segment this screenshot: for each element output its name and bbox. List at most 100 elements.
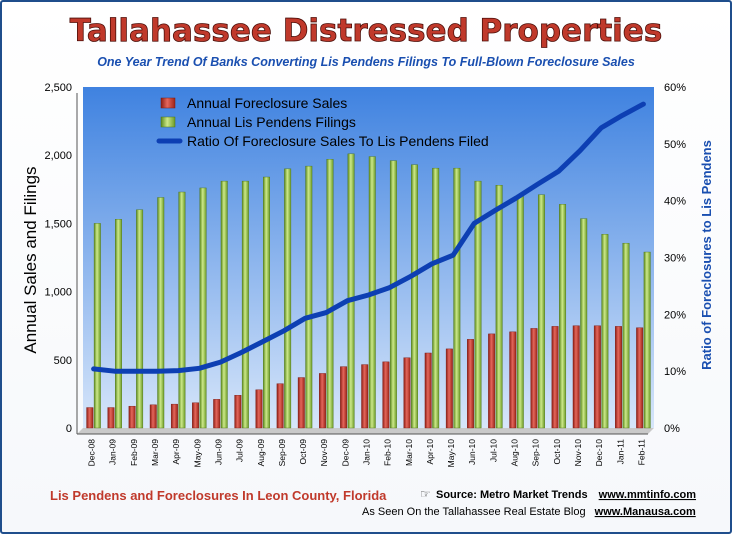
bar-lis-pendens-Mar-09 (157, 197, 165, 429)
bar-lis-pendens-Nov-10 (580, 218, 588, 429)
bar-lis-pendens-Apr-09 (178, 191, 186, 429)
x-tick-label: Feb-11 (636, 439, 646, 466)
x-tick-label: Oct-10 (552, 439, 562, 465)
y2-tick-label: 50% (664, 139, 686, 151)
bar-foreclosure-sales-Feb-09 (128, 405, 136, 429)
legend-label-ratio: Ratio Of Foreclosure Sales To Lis Penden… (187, 133, 489, 149)
x-tick-label: Aug-09 (256, 439, 266, 467)
y2-tick-label: 30% (664, 253, 686, 265)
bar-lis-pendens-Jul-09 (241, 180, 249, 429)
bar-foreclosure-sales-Sep-10 (530, 328, 538, 429)
bar-foreclosure-sales-Jun-09 (213, 399, 221, 429)
bar-lis-pendens-Sep-09 (284, 168, 292, 429)
footer-seen-label: As Seen On the Tallahassee Real Estate B… (362, 506, 586, 518)
bar-lis-pendens-Jun-10 (474, 180, 482, 429)
bar-lis-pendens-Mar-10 (411, 164, 418, 429)
legend: Annual Foreclosure Sales Annual Lis Pend… (156, 95, 489, 149)
x-tick-label: May-10 (446, 439, 456, 468)
y2-axis-label: Ratio of Foreclosures to Lis Pendens (699, 140, 714, 370)
footer-source-url[interactable]: www.mmtinfo.com (598, 489, 697, 501)
bar-foreclosure-sales-Mar-10 (403, 357, 411, 429)
bar-lis-pendens-Oct-10 (559, 204, 567, 429)
bar-lis-pendens-Nov-09 (326, 159, 334, 429)
x-tick-label: Jul-09 (235, 439, 245, 462)
footer-location: Lis Pendens and Foreclosures In Leon Cou… (50, 488, 387, 503)
y2-tick-label: 0% (664, 423, 680, 435)
bar-foreclosure-sales-Mar-09 (149, 404, 157, 429)
bar-lis-pendens-May-09 (199, 187, 207, 429)
y2-tick-label: 40% (664, 196, 686, 208)
x-tick-label: Feb-09 (129, 439, 139, 466)
pointer-hand-icon: ☞ (420, 487, 431, 501)
bar-foreclosure-sales-Dec-10 (593, 325, 601, 429)
bar-lis-pendens-Feb-11 (643, 251, 651, 429)
bar-lis-pendens-Jan-11 (622, 242, 630, 429)
x-tick-label: Feb-10 (383, 439, 393, 466)
bar-lis-pendens-Dec-08 (93, 223, 101, 429)
legend-label-lis-pendens: Annual Lis Pendens Filings (187, 114, 356, 130)
x-tick-label: Oct-09 (298, 439, 308, 465)
x-tick-label: Sep-09 (277, 439, 287, 467)
x-tick-label: Sep-10 (531, 439, 541, 467)
bar-foreclosure-sales-May-09 (192, 402, 200, 429)
bar-lis-pendens-Feb-09 (136, 209, 144, 429)
bar-lis-pendens-Dec-10 (601, 234, 609, 429)
x-tick-label: Jul-10 (488, 439, 498, 462)
y2-tick-label: 20% (664, 309, 686, 321)
bar-lis-pendens-Jun-09 (220, 180, 228, 429)
legend-swatch-foreclosure-sales (160, 97, 176, 109)
bar-foreclosure-sales-Dec-08 (86, 407, 94, 429)
x-tick-label: Apr-10 (425, 439, 435, 465)
y-tick-label: 1,000 (44, 287, 72, 299)
bar-foreclosure-sales-Apr-09 (170, 403, 178, 429)
bar-foreclosure-sales-Feb-11 (636, 327, 644, 429)
x-tick-label: Jan-09 (108, 439, 118, 465)
bar-lis-pendens-Jan-09 (115, 219, 122, 429)
x-tick-label: Jun-09 (214, 439, 224, 465)
bar-lis-pendens-May-10 (453, 167, 461, 429)
bar-foreclosure-sales-Sep-09 (276, 383, 284, 429)
bar-foreclosure-sales-Aug-10 (509, 331, 517, 429)
x-tick-label: Dec-09 (340, 439, 350, 467)
bar-lis-pendens-Dec-09 (347, 153, 355, 429)
x-tick-label: Jan-10 (362, 439, 372, 465)
bar-foreclosure-sales-Apr-10 (424, 352, 432, 429)
y-tick-label: 2,500 (44, 82, 72, 94)
footer-seen-url[interactable]: www.Manausa.com (594, 506, 696, 518)
bar-foreclosure-sales-Jul-10 (488, 333, 496, 429)
bar-foreclosure-sales-Oct-09 (297, 377, 305, 429)
bar-lis-pendens-Jul-10 (495, 185, 503, 429)
x-tick-label: Jan-11 (615, 439, 625, 465)
x-tick-label: Apr-09 (171, 439, 181, 465)
bar-foreclosure-sales-Oct-10 (551, 326, 559, 429)
bar-lis-pendens-Feb-10 (389, 160, 397, 429)
bar-foreclosure-sales-Feb-10 (382, 361, 390, 429)
footer-source: Source: Metro Market Trends www.mmtinfo.… (436, 489, 696, 501)
bar-lis-pendens-Apr-10 (432, 167, 440, 429)
bar-foreclosure-sales-Aug-09 (255, 389, 263, 429)
y2-tick-label: 10% (664, 366, 686, 378)
bar-lis-pendens-Oct-09 (305, 165, 313, 429)
y-tick-label: 500 (54, 355, 72, 367)
x-tick-label: Dec-08 (87, 439, 97, 467)
bar-lis-pendens-Aug-09 (263, 176, 270, 429)
footer-seen-on: As Seen On the Tallahassee Real Estate B… (362, 506, 696, 518)
legend-label-foreclosure-sales: Annual Foreclosure Sales (187, 95, 347, 111)
x-tick-label: Aug-10 (510, 439, 520, 467)
y2-tick-label: 60% (664, 82, 686, 94)
y-tick-label: 0 (66, 423, 72, 435)
x-tick-label: Mar-10 (404, 439, 414, 466)
y-axis-label: Annual Sales and Filings (21, 166, 40, 353)
y-tick-label: 1,500 (44, 218, 72, 230)
bar-foreclosure-sales-Jan-09 (107, 407, 115, 429)
x-tick-label: Nov-10 (573, 439, 583, 467)
plot-floor (77, 428, 654, 434)
bar-foreclosure-sales-Jan-10 (361, 364, 369, 429)
x-tick-label: Dec-10 (594, 439, 604, 467)
line-ratio (91, 101, 646, 374)
footer-source-label: Source: Metro Market Trends (436, 489, 588, 501)
bar-lis-pendens-Sep-10 (537, 194, 545, 429)
bar-foreclosure-sales-Nov-09 (319, 373, 326, 429)
bar-foreclosure-sales-Jul-09 (234, 395, 242, 429)
